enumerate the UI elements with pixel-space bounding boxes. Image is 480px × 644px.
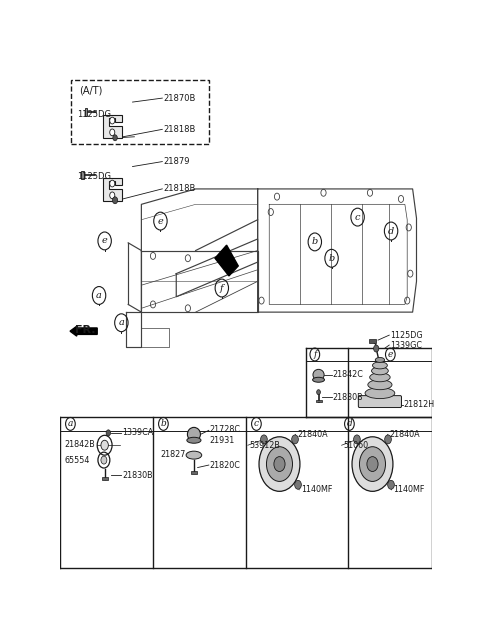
Text: 21931: 21931 [210,436,235,445]
Circle shape [352,437,393,491]
Text: 21820C: 21820C [210,460,240,469]
Polygon shape [103,178,122,201]
Circle shape [113,135,117,141]
Circle shape [292,435,299,444]
Text: b: b [328,254,335,263]
Bar [71,80,209,144]
Circle shape [360,447,385,482]
Text: a: a [119,318,124,327]
Text: d: d [388,227,394,236]
Circle shape [367,457,378,471]
Text: (A/T): (A/T) [79,86,103,96]
Text: 1140MF: 1140MF [393,486,425,495]
Text: 21840A: 21840A [297,430,328,439]
Text: 53912B: 53912B [250,440,281,450]
Circle shape [110,129,115,136]
Ellipse shape [368,380,392,390]
Text: a: a [96,291,102,300]
Text: 21827: 21827 [160,450,186,459]
Text: e: e [157,216,163,225]
Circle shape [317,390,321,395]
Text: 1125DG: 1125DG [77,172,111,181]
Circle shape [110,192,115,199]
Text: 1140MF: 1140MF [301,486,333,495]
Circle shape [112,197,118,204]
Text: 21842B: 21842B [65,440,96,449]
Circle shape [266,447,292,482]
Ellipse shape [372,362,387,369]
Bar [369,339,376,343]
Text: 21840A: 21840A [390,430,420,439]
FancyArrow shape [70,327,97,336]
Bar [315,399,322,402]
Text: c: c [355,213,360,222]
Ellipse shape [375,357,384,363]
Ellipse shape [365,388,395,399]
Text: FR.: FR. [75,325,96,335]
Text: d: d [347,419,352,428]
Bar [84,108,87,116]
Ellipse shape [372,367,388,375]
Text: 1125DG: 1125DG [77,110,111,119]
Text: 21879: 21879 [163,157,190,166]
Circle shape [261,435,267,444]
Ellipse shape [187,428,201,441]
Circle shape [373,345,379,352]
Text: b: b [312,238,318,247]
Text: b: b [160,419,166,428]
Circle shape [110,180,115,187]
Circle shape [101,440,108,450]
Ellipse shape [312,377,324,383]
Text: c: c [254,419,259,428]
Text: 21830B: 21830B [122,471,153,480]
Circle shape [106,430,110,436]
Circle shape [354,435,360,444]
Text: a: a [68,419,73,428]
Bar [102,477,108,480]
Ellipse shape [313,370,324,380]
Circle shape [274,457,285,471]
Ellipse shape [370,373,390,382]
Text: 21818B: 21818B [163,184,195,193]
Circle shape [259,437,300,491]
Circle shape [110,117,115,124]
Bar [191,471,197,474]
Text: 51060: 51060 [344,440,369,450]
Text: 21842C: 21842C [332,370,363,379]
Text: f: f [313,350,316,359]
Text: f: f [220,283,224,292]
Text: e: e [102,236,108,245]
Text: e: e [388,350,393,359]
Bar [81,171,84,179]
Text: 21728C: 21728C [210,425,240,434]
Circle shape [101,456,107,464]
Polygon shape [103,115,122,138]
Polygon shape [215,245,238,276]
Text: 21870B: 21870B [163,93,195,102]
Ellipse shape [187,437,201,443]
Circle shape [388,480,395,489]
Text: 21812H: 21812H [404,400,435,409]
Circle shape [384,435,391,444]
Circle shape [295,480,301,489]
Text: 21818B: 21818B [163,125,195,134]
Text: 1339CA: 1339CA [122,428,154,437]
Ellipse shape [186,451,202,459]
Text: 65554: 65554 [65,455,90,464]
FancyBboxPatch shape [359,395,401,408]
Text: 1125DG: 1125DG [390,330,422,339]
Text: 21830B: 21830B [332,393,363,402]
Text: 1339GC: 1339GC [390,341,422,350]
